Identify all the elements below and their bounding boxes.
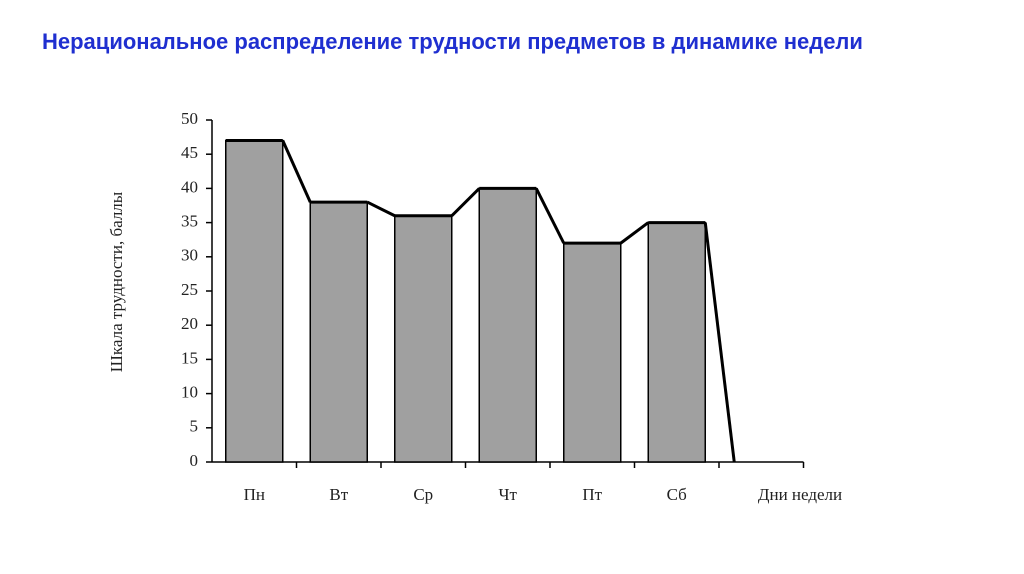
y-tick-label: 0 — [190, 451, 199, 470]
bar — [647, 221, 706, 463]
x-axis-label: Дни недели — [758, 485, 842, 504]
y-tick-label: 15 — [181, 348, 198, 367]
connector-line — [534, 187, 566, 244]
y-axis-label: Шкала трудности, баллы — [107, 191, 126, 372]
x-tick-label: Чт — [499, 485, 518, 504]
y-tick-label: 30 — [181, 246, 198, 265]
bar — [563, 242, 622, 463]
x-tick-label: Сб — [667, 485, 687, 504]
drop-line — [703, 222, 736, 463]
connector-line — [281, 139, 312, 203]
bar — [309, 201, 368, 463]
connector-line — [619, 221, 650, 245]
x-tick-label: Ср — [413, 485, 433, 504]
bar — [394, 215, 453, 463]
x-tick-label: Вт — [329, 485, 348, 504]
y-tick-label: 35 — [181, 212, 198, 231]
x-tick-label: Пт — [582, 485, 602, 504]
y-tick-label: 50 — [181, 109, 198, 128]
x-tick-label: Пн — [244, 485, 265, 504]
connector-line — [366, 200, 396, 218]
bar — [225, 139, 284, 463]
connector-line — [450, 187, 481, 217]
y-tick-label: 45 — [181, 143, 198, 162]
y-tick-label: 5 — [190, 417, 199, 436]
y-tick-label: 10 — [181, 383, 198, 402]
chart-title: Нерациональное распределение трудности п… — [42, 29, 863, 54]
y-tick-label: 25 — [181, 280, 198, 299]
y-tick-label: 40 — [181, 177, 198, 196]
y-tick-label: 20 — [181, 314, 198, 333]
bar — [478, 187, 537, 463]
